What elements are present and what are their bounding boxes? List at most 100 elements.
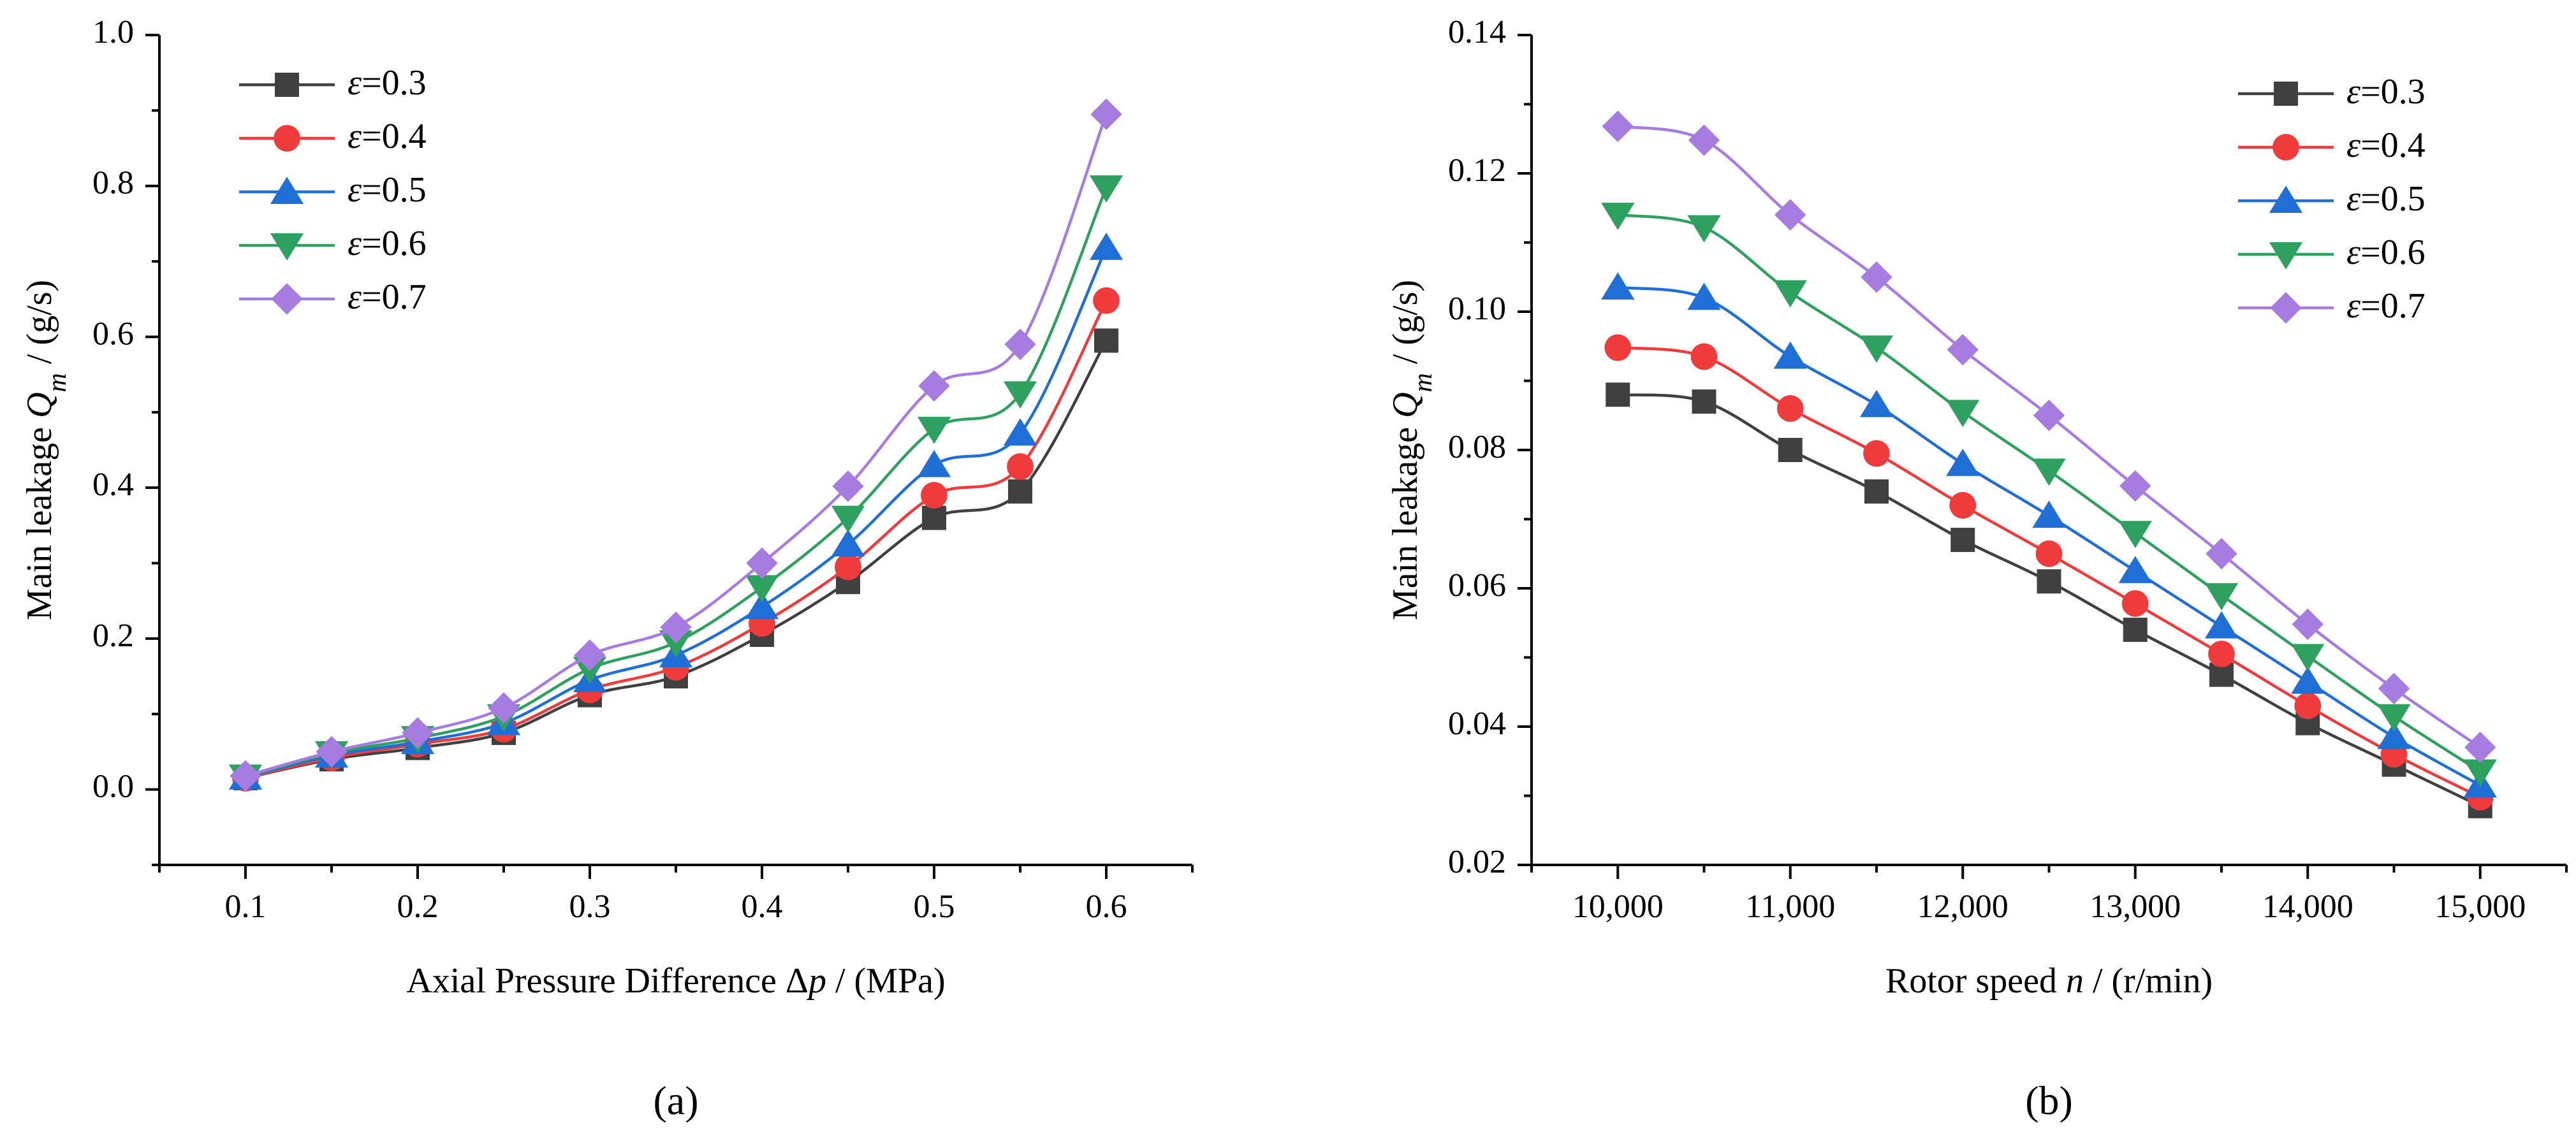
legend-item: ε=0.7 bbox=[2238, 286, 2426, 326]
legend-item: ε=0.6 bbox=[2238, 233, 2426, 272]
data-point bbox=[745, 591, 779, 620]
data-point bbox=[746, 547, 778, 579]
data-point bbox=[1007, 453, 1034, 480]
data-point bbox=[1604, 334, 1632, 361]
data-point bbox=[921, 482, 948, 509]
data-point bbox=[1687, 215, 1721, 243]
data-point bbox=[835, 553, 861, 581]
panel-b: 0.02 0.04 0.06 0.08 0.10 0.12 0.14 10,000 11,000… bbox=[1386, 14, 2568, 1123]
legend-label: ε=0.6 bbox=[348, 224, 427, 263]
data-point bbox=[1946, 448, 1980, 476]
series-eps-0.5 bbox=[1601, 272, 2497, 798]
legend-marker bbox=[2270, 292, 2302, 324]
legend-item: ε=0.3 bbox=[2238, 72, 2426, 112]
legend-label: ε=0.7 bbox=[348, 277, 427, 317]
data-point bbox=[659, 630, 693, 658]
legend-marker bbox=[275, 73, 299, 97]
data-point bbox=[2123, 618, 2148, 642]
data-point bbox=[1003, 381, 1037, 409]
y-axis-title: Main leakage Qm / (g/s) bbox=[1386, 280, 1438, 620]
legend-item: ε=0.4 bbox=[239, 117, 427, 156]
data-point bbox=[831, 505, 865, 533]
legend-marker bbox=[270, 233, 304, 261]
legend-label: ε=0.3 bbox=[348, 63, 427, 103]
series-eps-0.4 bbox=[1604, 334, 2494, 811]
data-point bbox=[922, 505, 946, 530]
data-point bbox=[1949, 491, 1977, 519]
data-point bbox=[2463, 759, 2497, 787]
panel-label: (a) bbox=[653, 1078, 698, 1123]
y-tick-label: 0.08 bbox=[1448, 429, 1506, 465]
x-tick-label: 13,000 bbox=[2089, 889, 2181, 925]
legend-marker bbox=[270, 177, 304, 204]
data-point bbox=[2378, 672, 2410, 705]
data-point bbox=[1602, 110, 1634, 142]
y-tick-label: 0.0 bbox=[92, 769, 134, 805]
data-point bbox=[2208, 641, 2235, 667]
data-point bbox=[2119, 470, 2151, 502]
y-tick-label: 0.4 bbox=[92, 467, 134, 503]
data-point bbox=[1606, 382, 1630, 407]
y-tick-label: 0.06 bbox=[1448, 567, 1506, 604]
data-point bbox=[1861, 261, 1892, 293]
data-point bbox=[230, 760, 261, 792]
x-tick-label: 0.5 bbox=[914, 889, 955, 925]
legend-item: ε=0.5 bbox=[239, 170, 427, 210]
data-point bbox=[1950, 528, 1975, 553]
x-axis-title: Rotor speed n / (r/min) bbox=[1885, 961, 2213, 1001]
data-point bbox=[316, 736, 348, 768]
data-point bbox=[2377, 722, 2411, 750]
data-point bbox=[1089, 233, 1123, 260]
legend-marker bbox=[2274, 82, 2298, 106]
data-point bbox=[1687, 282, 1721, 310]
y-tick-label: 0.10 bbox=[1448, 291, 1506, 327]
legend-label: ε=0.6 bbox=[2346, 233, 2426, 272]
x-tick-label: 0.2 bbox=[397, 889, 439, 925]
data-point bbox=[1601, 203, 1635, 230]
legend-marker bbox=[274, 125, 300, 152]
x-tick-label: 0.1 bbox=[225, 889, 267, 925]
x-tick-label: 14,000 bbox=[2262, 889, 2353, 925]
legend-label: ε=0.3 bbox=[2346, 72, 2426, 112]
x-tick-label: 15,000 bbox=[2434, 889, 2526, 925]
data-point bbox=[1775, 199, 1806, 231]
legend-label: ε=0.5 bbox=[348, 170, 427, 210]
panel-a: 0.0 0.2 0.4 0.6 0.8 1.0 0.1 0.2 0.3 0.4 0.5 0.6 Axia… bbox=[20, 14, 1194, 1123]
data-point bbox=[1778, 438, 1803, 462]
legend-item: ε=0.4 bbox=[2238, 126, 2426, 165]
panel-label: (b) bbox=[2025, 1078, 2073, 1123]
data-point bbox=[2118, 556, 2152, 583]
data-point bbox=[1094, 328, 1118, 353]
data-point bbox=[2294, 692, 2322, 720]
data-point bbox=[917, 449, 951, 477]
data-point bbox=[2292, 608, 2324, 641]
data-point bbox=[2032, 458, 2066, 486]
y-tick-label: 1.0 bbox=[92, 14, 134, 50]
data-point bbox=[1947, 333, 1979, 366]
data-point bbox=[2291, 644, 2325, 672]
series-eps-0.7 bbox=[1602, 110, 2496, 764]
data-point bbox=[2033, 400, 2065, 432]
legend-item: ε=0.3 bbox=[239, 63, 427, 103]
y-axis-title: Main leakage Qm / (g/s) bbox=[20, 280, 72, 620]
data-point bbox=[2037, 569, 2061, 594]
data-point bbox=[831, 529, 865, 556]
data-point bbox=[1863, 440, 1890, 467]
legend-item: ε=0.7 bbox=[239, 277, 427, 317]
x-tick-label: 12,000 bbox=[1917, 889, 2009, 925]
x-tick-label: 0.6 bbox=[1086, 889, 1127, 925]
data-point bbox=[488, 692, 520, 724]
data-point bbox=[2204, 611, 2239, 639]
legend-marker bbox=[2269, 185, 2303, 213]
data-point bbox=[918, 370, 950, 402]
series-eps-0.7 bbox=[230, 98, 1122, 792]
legend: ε=0.3 ε=0.4 ε=0.5 ε=0.6 ε=0.7 bbox=[239, 63, 427, 317]
data-point bbox=[574, 639, 606, 671]
data-point bbox=[1773, 280, 1807, 308]
series-eps-0.3 bbox=[1606, 382, 2492, 818]
x-axis-title: Axial Pressure Difference Δp / (MPa) bbox=[406, 961, 945, 1001]
legend-item: ε=0.6 bbox=[239, 224, 427, 263]
data-point bbox=[1688, 124, 1720, 156]
data-point bbox=[1093, 287, 1120, 314]
y-tick-label: 0.14 bbox=[1448, 14, 1506, 50]
